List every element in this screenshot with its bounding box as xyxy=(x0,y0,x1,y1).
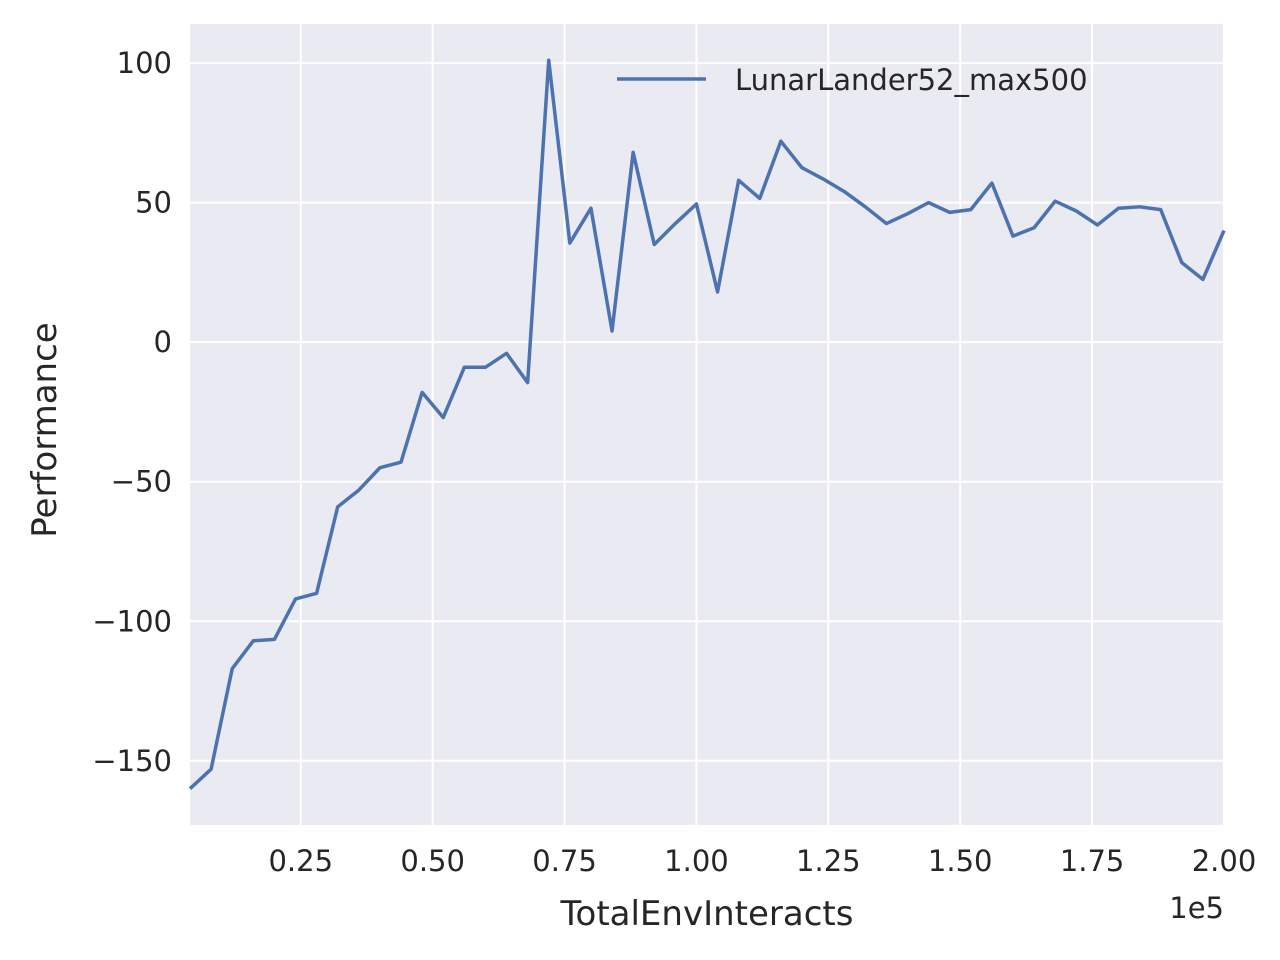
y-tick-label: 100 xyxy=(117,46,172,80)
y-tick-labels: −150 −100 −50 0 50 100 xyxy=(92,46,172,778)
x-tick-label: 2.00 xyxy=(1192,844,1257,878)
x-gridlines xyxy=(299,24,1225,825)
plot-background xyxy=(190,24,1224,825)
series-layer xyxy=(188,58,1226,791)
x-tick-label: 1.50 xyxy=(928,844,993,878)
y-tick-label: 0 xyxy=(154,325,172,359)
legend-label-lunarlander52-max500: LunarLander52_max500 xyxy=(735,63,1088,97)
x-tick-label: 1.75 xyxy=(1060,844,1125,878)
series-line-lunarlander52-max500 xyxy=(188,58,1226,791)
legend: LunarLander52_max500 xyxy=(617,63,1088,97)
y-tick-label: −50 xyxy=(111,465,172,499)
x-axis-offset-text: 1e5 xyxy=(1169,891,1224,925)
y-axis-label: Performance xyxy=(25,322,65,537)
x-tick-label: 1.25 xyxy=(796,844,861,878)
y-tick-label: 50 xyxy=(135,186,172,220)
x-tick-label: 1.00 xyxy=(664,844,729,878)
x-axis-label: TotalEnvInteracts xyxy=(560,894,854,934)
y-tick-label: −150 xyxy=(92,744,172,778)
x-tick-label: 0.75 xyxy=(532,844,597,878)
x-tick-label: 0.25 xyxy=(268,844,333,878)
x-tick-labels: 0.25 0.50 0.75 1.00 1.25 1.50 1.75 2.00 xyxy=(268,844,1256,878)
x-tick-label: 0.50 xyxy=(400,844,465,878)
y-tick-label: −100 xyxy=(92,604,172,638)
y-gridlines xyxy=(190,62,1224,762)
